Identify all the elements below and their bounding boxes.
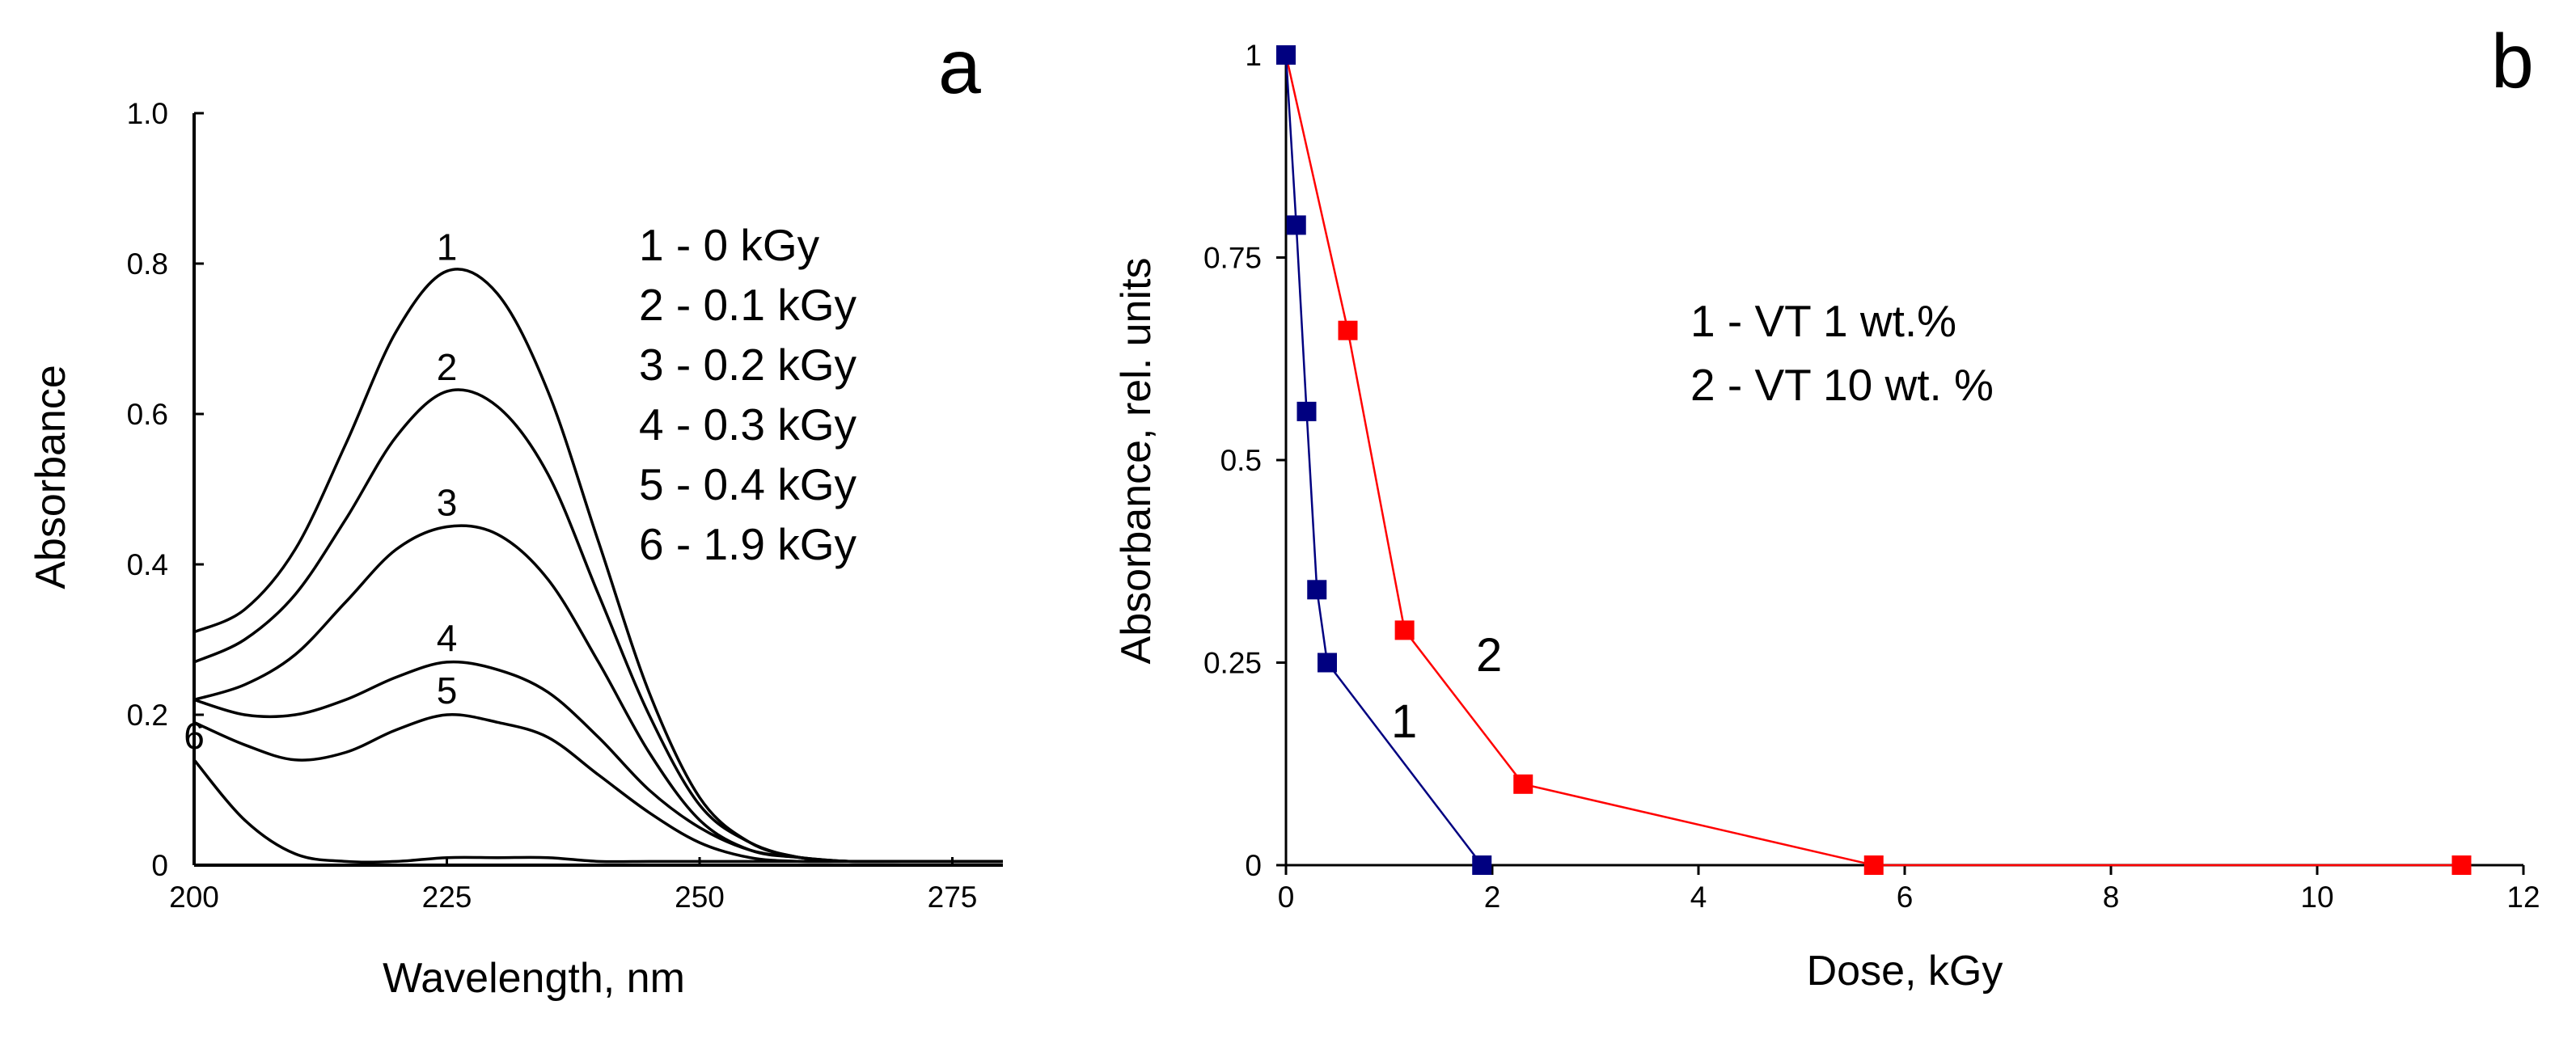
a-curve-label-6: 6 xyxy=(184,715,205,757)
b-series-2-point-3 xyxy=(1513,774,1533,794)
b-xtick-label-3: 6 xyxy=(1897,881,1914,914)
b-xtick-label-6: 12 xyxy=(2506,881,2540,914)
a-ytick-label-1: 0.2 xyxy=(127,699,168,732)
b-xtick-label-2: 4 xyxy=(1690,881,1707,914)
a-ytick-label-4: 0.8 xyxy=(127,247,168,281)
b-series-1-point-1 xyxy=(1286,215,1306,235)
panel-a-x-ticks: 200 225 250 275 xyxy=(169,857,977,914)
b-ytick-label-3: 0.75 xyxy=(1203,242,1262,275)
a-xtick-label-3: 275 xyxy=(928,881,978,914)
a-curve-4 xyxy=(193,660,1003,864)
b-series-line-2 xyxy=(1284,54,2462,867)
b-series-2-point-2 xyxy=(1394,620,1415,640)
b-series-2-point-5 xyxy=(2451,855,2472,875)
panel-b-y-axis-title: Absorbance, rel. units xyxy=(1113,258,1160,665)
legend-entry-1-9kgy: 6 - 1.9 kGy xyxy=(639,519,857,569)
b-series-line-1 xyxy=(1284,54,1483,866)
panel-b-x-axis-title: Dose, kGy xyxy=(1807,948,2003,995)
legend-entry-0-2kgy: 3 - 0.2 kGy xyxy=(639,340,857,390)
a-curve-label-2: 2 xyxy=(437,346,458,388)
panel-a-y-ticks: 0 0.2 0.4 0.6 0.8 1.0 xyxy=(127,97,204,882)
panel-b-y-ticks: 0 0.25 0.5 0.75 1 xyxy=(1203,39,1286,882)
b-series-2-point-4 xyxy=(1863,855,1884,875)
legend-entry-vt-10: 2 - VT 10 wt. % xyxy=(1690,360,1994,410)
b-series-1-point-2 xyxy=(1296,401,1317,421)
b-ytick-label-0: 0 xyxy=(1245,849,1262,882)
legend-entry-0kgy: 1 - 0 kGy xyxy=(639,220,820,270)
a-xtick-label-1: 225 xyxy=(422,881,472,914)
b-xtick-label-5: 10 xyxy=(2300,881,2333,914)
panel-b-label: b xyxy=(2491,19,2534,104)
legend-entry-0-3kgy: 4 - 0.3 kGy xyxy=(639,399,857,450)
panel-a-label: a xyxy=(938,24,981,110)
legend-entry-0-4kgy: 5 - 0.4 kGy xyxy=(639,459,857,509)
panel-a-curves xyxy=(192,268,1003,864)
a-curve-3 xyxy=(193,524,1003,864)
a-curve-2 xyxy=(193,388,1003,864)
panel-a-legend: 1 - 0 kGy 2 - 0.1 kGy 3 - 0.2 kGy 4 - 0.… xyxy=(639,220,857,569)
series-1-label: 1 xyxy=(1391,695,1417,748)
series-2-label: 2 xyxy=(1476,629,1502,682)
b-ytick-label-1: 0.25 xyxy=(1203,647,1262,680)
b-series-2-point-1 xyxy=(1338,320,1358,340)
b-ytick-label-2: 0.5 xyxy=(1220,444,1262,477)
panel-b-legend: 1 - VT 1 wt.% 2 - VT 10 wt. % xyxy=(1690,296,1994,410)
a-curve-label-1: 1 xyxy=(437,226,458,268)
panel-a-curve-labels: 1 2 3 4 5 6 xyxy=(184,226,457,757)
panel-b-x-ticks: 0 2 4 6 8 10 12 xyxy=(1278,865,2540,914)
b-series-1-point-3 xyxy=(1307,580,1327,600)
panel-a-y-axis-title: Absorbance xyxy=(27,365,74,589)
b-series-1-point-4 xyxy=(1318,653,1337,673)
b-series-1-point-5 xyxy=(1472,855,1492,875)
a-ytick-label-3: 0.6 xyxy=(127,398,168,431)
panel-b-series xyxy=(1276,45,2472,875)
b-xtick-label-4: 8 xyxy=(2103,881,2120,914)
a-curve-label-4: 4 xyxy=(437,617,458,659)
b-xtick-label-0: 0 xyxy=(1278,881,1295,914)
panel-a-x-axis-title: Wavelength, nm xyxy=(383,955,685,1002)
b-series-1-point-0 xyxy=(1276,45,1296,65)
a-curve-label-3: 3 xyxy=(437,482,458,524)
a-ytick-label-0: 0 xyxy=(151,849,168,882)
legend-entry-vt-1: 1 - VT 1 wt.% xyxy=(1690,296,1956,346)
panel-b: b 0 0.25 0.5 0.75 1 0 2 4 6 8 10 12 1 2 Absorbance… xyxy=(1113,19,2540,995)
b-xtick-label-1: 2 xyxy=(1484,881,1501,914)
a-ytick-label-5: 1.0 xyxy=(127,97,168,130)
legend-entry-0-1kgy: 2 - 0.1 kGy xyxy=(639,280,857,330)
b-ytick-label-4: 1 xyxy=(1245,39,1262,72)
a-xtick-label-0: 200 xyxy=(169,881,219,914)
panel-a: a 0 0.2 0.4 0.6 0.8 1.0 200 225 250 275 1 2 3 4 5 6 A… xyxy=(27,24,1003,1002)
a-curve-6 xyxy=(192,758,1003,864)
a-xtick-label-2: 250 xyxy=(675,881,725,914)
a-curve-label-5: 5 xyxy=(437,669,458,712)
a-ytick-label-2: 0.4 xyxy=(127,548,168,581)
